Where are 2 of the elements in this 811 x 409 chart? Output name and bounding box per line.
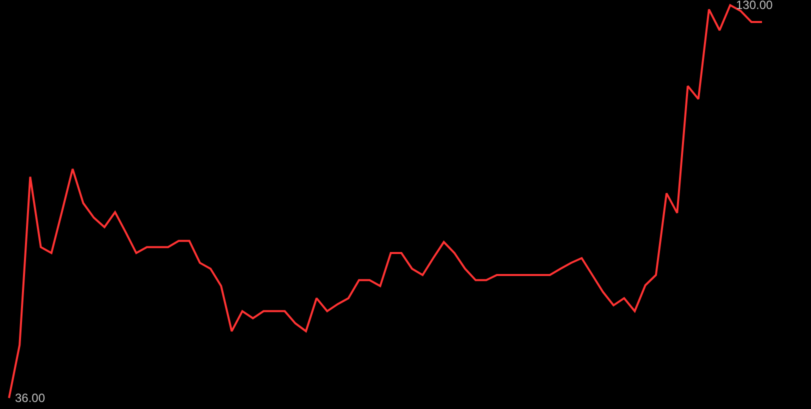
annotation: 130.00 (736, 0, 774, 12)
annotation: 36.00 (15, 391, 46, 405)
